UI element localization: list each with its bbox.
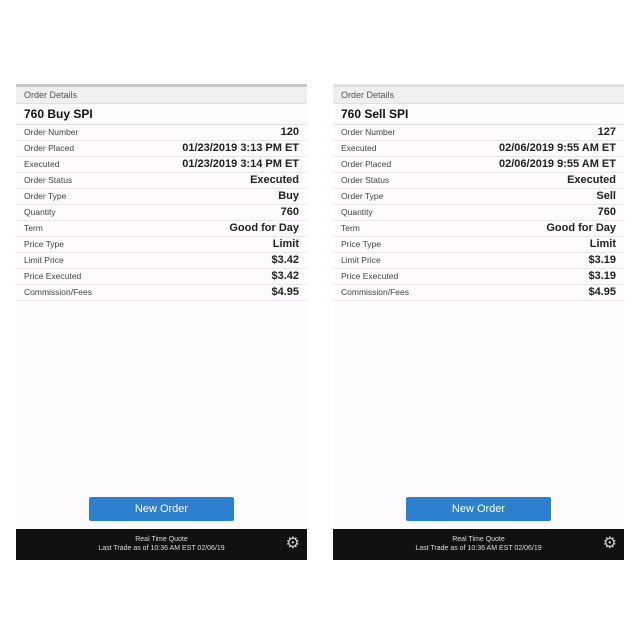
detail-row: Order Number 120 bbox=[16, 125, 307, 141]
detail-label: Quantity bbox=[24, 207, 56, 217]
detail-label: Order Status bbox=[24, 175, 73, 185]
detail-label: Commission/Fees bbox=[341, 287, 410, 297]
detail-value: 127 bbox=[597, 126, 616, 138]
order-details-panel-buy: Order Details 760 Buy SPI Order Number 1… bbox=[16, 84, 307, 560]
detail-row: Executed 02/06/2019 9:55 AM ET bbox=[333, 141, 624, 157]
detail-row: Limit Price $3.19 bbox=[333, 253, 624, 269]
detail-value: Executed bbox=[250, 174, 299, 186]
detail-label: Commission/Fees bbox=[24, 287, 93, 297]
detail-row: Limit Price $3.42 bbox=[16, 253, 307, 269]
quote-footer: Real Time Quote Last Trade as of 10:36 A… bbox=[333, 529, 624, 560]
detail-value: $3.19 bbox=[588, 270, 616, 282]
detail-row: Price Type Limit bbox=[333, 237, 624, 253]
detail-value: Good for Day bbox=[546, 222, 616, 234]
detail-label: Term bbox=[24, 223, 43, 233]
detail-value: Good for Day bbox=[229, 222, 299, 234]
footer-title: Real Time Quote bbox=[452, 536, 505, 543]
detail-label: Price Type bbox=[24, 239, 65, 249]
new-order-button[interactable]: New Order bbox=[406, 497, 551, 521]
detail-label: Limit Price bbox=[24, 255, 64, 265]
detail-value: 120 bbox=[280, 126, 299, 138]
detail-label: Term bbox=[341, 223, 360, 233]
detail-label: Order Number bbox=[24, 127, 79, 137]
detail-row: Order Status Executed bbox=[333, 173, 624, 189]
detail-row: Order Number 127 bbox=[333, 125, 624, 141]
detail-row: Commission/Fees $4.95 bbox=[333, 285, 624, 301]
section-header: Order Details bbox=[333, 87, 624, 104]
order-title: 760 Buy SPI bbox=[16, 104, 307, 125]
detail-row: Order Placed 02/06/2019 9:55 AM ET bbox=[333, 157, 624, 173]
new-order-button[interactable]: New Order bbox=[89, 497, 234, 521]
detail-label: Order Type bbox=[341, 191, 384, 201]
detail-value: Sell bbox=[596, 190, 616, 202]
detail-row: Executed 01/23/2019 3:14 PM ET bbox=[16, 157, 307, 173]
detail-value: Limit bbox=[589, 238, 616, 250]
detail-value: 760 bbox=[597, 206, 616, 218]
gear-icon[interactable]: ⚙ bbox=[602, 535, 617, 552]
detail-row: Order Type Sell bbox=[333, 189, 624, 205]
gear-icon[interactable]: ⚙ bbox=[285, 535, 300, 552]
last-trade-text: Last Trade as of 10:36 AM EST 02/06/19 bbox=[98, 545, 225, 552]
detail-label: Limit Price bbox=[341, 255, 381, 265]
detail-label: Order Placed bbox=[341, 159, 392, 169]
detail-value: Limit bbox=[272, 238, 299, 250]
detail-label: Order Placed bbox=[24, 143, 75, 153]
detail-label: Price Type bbox=[341, 239, 382, 249]
quote-footer: Real Time Quote Last Trade as of 10:36 A… bbox=[16, 529, 307, 560]
detail-label: Executed bbox=[341, 143, 377, 153]
detail-label: Order Status bbox=[341, 175, 390, 185]
detail-value: $3.42 bbox=[271, 254, 299, 266]
detail-value: Executed bbox=[567, 174, 616, 186]
detail-row: Order Status Executed bbox=[16, 173, 307, 189]
detail-value: 02/06/2019 9:55 AM ET bbox=[499, 158, 616, 170]
detail-row: Price Type Limit bbox=[16, 237, 307, 253]
section-header: Order Details bbox=[16, 87, 307, 104]
detail-row: Price Executed $3.42 bbox=[16, 269, 307, 285]
footer-title: Real Time Quote bbox=[135, 536, 188, 543]
detail-row: Quantity 760 bbox=[333, 205, 624, 221]
detail-value: 01/23/2019 3:13 PM ET bbox=[182, 142, 299, 154]
detail-label: Quantity bbox=[341, 207, 373, 217]
detail-value: 02/06/2019 9:55 AM ET bbox=[499, 142, 616, 154]
detail-row: Order Placed 01/23/2019 3:13 PM ET bbox=[16, 141, 307, 157]
detail-row: Order Type Buy bbox=[16, 189, 307, 205]
detail-value: Buy bbox=[278, 190, 299, 202]
detail-row: Commission/Fees $4.95 bbox=[16, 285, 307, 301]
detail-value: 760 bbox=[280, 206, 299, 218]
detail-value: $3.42 bbox=[271, 270, 299, 282]
order-details-panel-sell: Order Details 760 Sell SPI Order Number … bbox=[333, 84, 624, 560]
last-trade-text: Last Trade as of 10:36 AM EST 02/06/19 bbox=[415, 545, 542, 552]
detail-value: $3.19 bbox=[588, 254, 616, 266]
detail-value: $4.95 bbox=[588, 286, 616, 298]
detail-row: Price Executed $3.19 bbox=[333, 269, 624, 285]
detail-value: 01/23/2019 3:14 PM ET bbox=[182, 158, 299, 170]
detail-label: Price Executed bbox=[24, 271, 82, 281]
detail-label: Order Number bbox=[341, 127, 396, 137]
detail-label: Executed bbox=[24, 159, 60, 169]
order-title: 760 Sell SPI bbox=[333, 104, 624, 125]
detail-row: Quantity 760 bbox=[16, 205, 307, 221]
detail-label: Order Type bbox=[24, 191, 67, 201]
detail-row: Term Good for Day bbox=[333, 221, 624, 237]
detail-label: Price Executed bbox=[341, 271, 399, 281]
detail-row: Term Good for Day bbox=[16, 221, 307, 237]
detail-value: $4.95 bbox=[271, 286, 299, 298]
